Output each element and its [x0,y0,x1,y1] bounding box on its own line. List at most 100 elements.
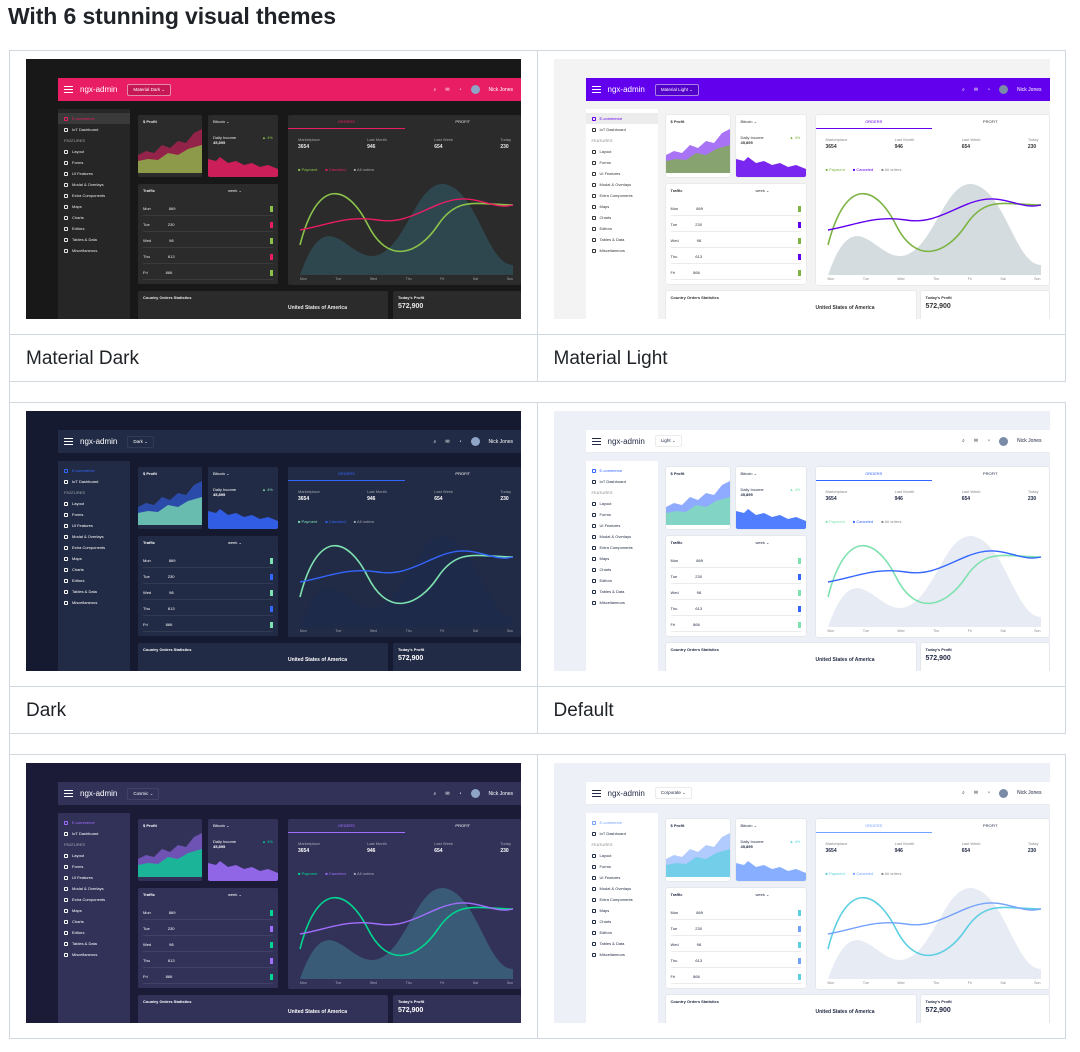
sidebar-item[interactable]: Miscellaneous [586,245,658,256]
sidebar-item[interactable]: Extra Components [58,542,130,553]
sidebar-item[interactable]: Layout [58,850,130,861]
bell-icon[interactable]: ◔ [987,438,991,444]
sidebar-item[interactable]: Modal & Overlays [58,531,130,542]
sidebar-item[interactable]: Miscellaneous [586,597,658,608]
sidebar-item[interactable]: Miscellaneous [586,949,658,960]
sidebar-item[interactable]: IoT Dashboard [586,476,658,487]
week-select[interactable]: week ⌄ [755,892,770,897]
mail-icon[interactable]: ✉ [973,438,979,444]
sidebar-item[interactable]: Editors [586,575,658,586]
sidebar-item[interactable]: Maps [58,201,130,212]
sidebar-item[interactable]: Modal & Overlays [586,531,658,542]
sidebar-item[interactable]: Extra Components [58,894,130,905]
theme-select[interactable]: Dark ⌄ [127,435,154,448]
theme-select[interactable]: Cosmic ⌄ [127,787,160,800]
sidebar-item[interactable]: Extra Components [58,190,130,201]
user-name[interactable]: Nick Jones [1017,790,1042,796]
search-icon[interactable]: ⌕ [433,438,437,445]
sidebar-item[interactable]: Charts [58,916,130,927]
avatar[interactable] [999,85,1009,94]
menu-icon[interactable] [591,437,601,445]
sidebar-item[interactable]: Tables & Data [586,586,658,597]
sidebar-item[interactable]: Maps [58,905,130,916]
bell-icon[interactable]: ◔ [987,790,991,796]
user-name[interactable]: Nick Jones [1017,86,1042,93]
sidebar-item[interactable]: Charts [58,564,130,575]
tab-profit[interactable]: PROFIT [455,471,471,476]
search-icon[interactable]: ⌕ [962,86,965,93]
tab-profit[interactable]: PROFIT [982,471,998,476]
user-name[interactable]: Nick Jones [488,790,513,797]
sidebar-item[interactable]: Layout [586,850,658,861]
sidebar-item[interactable]: Extra Components [586,894,658,905]
avatar[interactable] [999,436,1009,446]
sidebar-item[interactable]: Maps [58,553,130,564]
sidebar-item[interactable]: Editors [586,223,658,234]
sidebar-item[interactable]: Editors [58,927,130,938]
bell-icon[interactable]: ◔ [458,86,462,93]
sidebar-item[interactable]: E-commerce [586,465,658,476]
search-icon[interactable]: ⌕ [433,790,437,797]
sidebar-item[interactable]: IoT Dashboard [586,124,658,135]
week-select[interactable]: week ⌄ [755,540,770,545]
sidebar-item[interactable]: Forms [58,861,130,872]
sidebar-item[interactable]: Charts [586,916,658,927]
sidebar-item[interactable]: Tables & Data [58,586,130,597]
sidebar-item[interactable]: Miscellaneous [58,949,130,960]
avatar[interactable] [470,437,480,446]
sidebar-item[interactable]: Extra Components [586,542,658,553]
sidebar-item[interactable]: Modal & Overlays [586,179,658,190]
tab-profit[interactable]: PROFIT [982,823,998,828]
sidebar-item[interactable]: Editors [58,223,130,234]
user-name[interactable]: Nick Jones [488,86,513,93]
sidebar-item[interactable]: IoT Dashboard [58,476,130,487]
sidebar-item[interactable]: Layout [586,146,658,157]
avatar[interactable] [470,789,480,798]
tab-orders[interactable]: ORDERS [288,819,405,833]
sidebar-item[interactable]: Editors [586,927,658,938]
user-name[interactable]: Nick Jones [488,438,513,445]
brand-logo[interactable]: ngx-admin [80,85,118,94]
avatar[interactable] [470,85,480,94]
sidebar-item[interactable]: Charts [58,212,130,223]
sidebar-item[interactable]: Charts [586,212,658,223]
sidebar-item[interactable]: Tables & Data [58,234,130,245]
tab-orders[interactable]: ORDERS [288,115,405,129]
tab-profit[interactable]: PROFIT [455,119,471,124]
sidebar-item[interactable]: Forms [58,509,130,520]
mail-icon[interactable]: ✉ [973,86,979,93]
sidebar-item[interactable]: Miscellaneous [58,597,130,608]
sidebar-item[interactable]: E-commerce [58,113,130,124]
sidebar-item[interactable]: Forms [586,509,658,520]
week-select[interactable]: week ⌄ [755,188,770,193]
sidebar-item[interactable]: IoT Dashboard [586,828,658,839]
sidebar-item[interactable]: IoT Dashboard [58,828,130,839]
sidebar-item[interactable]: E-commerce [586,817,658,828]
sidebar-item[interactable]: Extra Components [586,190,658,201]
sidebar-item[interactable]: Charts [586,564,658,575]
theme-select[interactable]: Corporate ⌄ [654,787,692,799]
sidebar-item[interactable]: Editors [58,575,130,586]
sidebar-item[interactable]: E-commerce [585,113,658,124]
sidebar-item[interactable]: Maps [586,905,658,916]
tab-profit[interactable]: PROFIT [455,823,471,828]
sidebar-item[interactable]: Maps [586,553,658,564]
tab-orders[interactable]: ORDERS [815,819,932,833]
bell-icon[interactable]: ◔ [458,790,462,797]
brand-logo[interactable]: ngx-admin [607,85,645,94]
week-select[interactable]: week ⌄ [228,188,242,193]
sidebar-item[interactable]: UI Features [58,168,130,179]
sidebar-item[interactable]: UI Features [58,520,130,531]
menu-icon[interactable] [591,789,601,797]
avatar[interactable] [999,788,1009,798]
tab-orders[interactable]: ORDERS [288,467,405,481]
sidebar-item[interactable]: Modal & Overlays [58,179,130,190]
tab-profit[interactable]: PROFIT [982,119,998,124]
sidebar-item[interactable]: UI Features [586,168,658,179]
search-icon[interactable]: ⌕ [433,86,437,93]
menu-icon[interactable] [64,86,73,93]
mail-icon[interactable]: ✉ [445,86,450,93]
sidebar-item[interactable]: Tables & Data [58,938,130,949]
sidebar-item[interactable]: UI Features [58,872,130,883]
sidebar-item[interactable]: Tables & Data [586,234,658,245]
